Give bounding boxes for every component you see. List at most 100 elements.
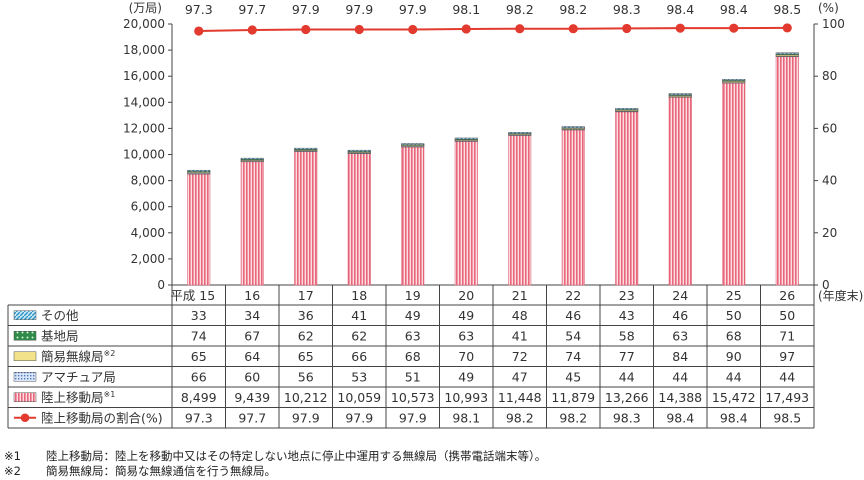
footnote-1: ※1 陸上移動局：陸上を移動中又はその特定しない地点に停止中運用する無線局（携帯電…	[4, 448, 546, 464]
table-cell: 72	[512, 349, 528, 364]
y-left-tick-label: 0	[157, 278, 165, 292]
table-cell: 50	[726, 308, 742, 323]
bar-segment	[187, 173, 211, 286]
table-cell: 44	[619, 369, 635, 384]
legend-label: その他	[41, 308, 79, 323]
share-line-label: 97.9	[399, 2, 427, 17]
table-cell: 13,266	[605, 390, 649, 405]
category-label: 20	[458, 288, 474, 303]
y-left-tick-label: 16,000	[123, 69, 165, 83]
bar-segment	[722, 82, 746, 286]
legend-swatch	[13, 351, 37, 361]
table-cell: 97.9	[399, 410, 427, 425]
legend-label: アマチュア局	[41, 369, 116, 384]
bar-segment	[454, 137, 478, 140]
category-label: 19	[405, 288, 421, 303]
table-cell: 90	[726, 349, 742, 364]
share-line-point	[675, 23, 685, 33]
table-cell: 74	[191, 328, 207, 343]
category-label: 23	[619, 288, 635, 303]
legend-label: 陸上移動局※1	[41, 390, 115, 405]
bar-segment	[401, 143, 425, 145]
table-cell: 97.7	[238, 410, 266, 425]
bar-segment	[347, 149, 371, 152]
table-cell: 97.9	[292, 410, 320, 425]
table-cell: 98.3	[613, 410, 641, 425]
share-line-label: 98.5	[773, 2, 801, 17]
table-cell: 9,439	[234, 390, 270, 405]
table-cell: 36	[298, 308, 314, 323]
legend-label: 基地局	[41, 328, 79, 343]
y-right-tick-label: 80	[822, 69, 837, 83]
share-line: 97.3 97.7 97.9 97.9 97.9 98.1 98.2 98.2 98.3 98.4…	[185, 2, 801, 36]
share-line-point	[622, 23, 632, 34]
table-cell: 17,493	[765, 390, 809, 405]
table-cell: 63	[672, 328, 688, 343]
table-cell: 65	[298, 349, 314, 364]
category-label: 平成 15	[170, 288, 215, 303]
share-line-label: 98.4	[666, 2, 694, 17]
table-cell: 46	[565, 308, 581, 323]
table-cell: 44	[726, 369, 742, 384]
share-line-label: 98.3	[613, 2, 641, 17]
share-line-label: 98.2	[559, 2, 587, 17]
category-label: 21	[512, 288, 528, 303]
table-cell: 49	[458, 369, 474, 384]
bar-segment	[615, 108, 639, 110]
table-cell: 11,448	[498, 390, 542, 405]
table-cell: 46	[672, 308, 688, 323]
legend-label: 簡易無線局※2	[41, 349, 115, 364]
table-cell: 71	[779, 328, 795, 343]
share-line-point	[568, 24, 578, 34]
table-cell: 66	[191, 369, 207, 384]
share-line-point	[408, 24, 418, 35]
bars	[187, 52, 799, 286]
y-left-unit: (万局)	[129, 1, 162, 15]
category-label: 18	[351, 288, 367, 303]
table-cell: 98.1	[452, 410, 480, 425]
table-cell: 10,993	[444, 390, 488, 405]
table-cell: 47	[512, 369, 528, 384]
bar-segment	[561, 129, 585, 286]
table-cell: 41	[351, 308, 367, 323]
table-cell: 74	[565, 349, 581, 364]
y-right-unit: (%)	[818, 1, 839, 15]
share-line-label: 98.2	[506, 2, 534, 17]
bar-segment	[775, 56, 799, 286]
table-cell: 68	[405, 349, 421, 364]
table-cell: 10,573	[391, 390, 435, 405]
table-cell: 54	[565, 328, 581, 343]
legend-swatch	[13, 331, 37, 341]
category-label: 25	[726, 288, 742, 303]
footnote-2: ※2 簡易無線局：簡易な無線通信を行う無線局。	[4, 463, 276, 479]
legend-note: ※1	[104, 390, 116, 399]
table-cell: 68	[726, 328, 742, 343]
table-cell: 44	[779, 369, 795, 384]
y-left-tick-label: 6,000	[131, 200, 165, 214]
bar-segment	[347, 153, 371, 286]
footnote-1-text: 陸上移動局：陸上を移動中又はその特定しない地点に停止中運用する無線局（携帯電話端…	[46, 449, 547, 463]
share-line-point	[301, 24, 311, 35]
bar-segment	[668, 96, 692, 286]
legend-swatch-point	[20, 413, 30, 423]
share-line-label: 97.9	[292, 2, 320, 17]
bar-segment	[401, 146, 425, 286]
table-cell: 63	[458, 328, 474, 343]
category-label: 26	[779, 288, 795, 303]
table-cell: 11,879	[551, 390, 595, 405]
share-line-point	[194, 26, 204, 36]
table-cell: 84	[672, 349, 688, 364]
axes: 0 2,000 4,000 6,000 8,000 10,000 12,000 14,000 1…	[123, 1, 845, 292]
table-cell: 10,212	[284, 390, 328, 405]
share-line-label: 97.7	[238, 2, 266, 17]
bar-segment	[508, 132, 532, 134]
legend-swatch	[13, 372, 37, 382]
table-cell: 70	[458, 349, 474, 364]
table-cell: 66	[351, 349, 367, 364]
bar-segment	[668, 93, 692, 95]
table-cell: 43	[619, 308, 635, 323]
category-label: 22	[565, 288, 581, 303]
footnote-2-text: 簡易無線局：簡易な無線通信を行う無線局。	[46, 464, 276, 478]
table-cell: 44	[672, 369, 688, 384]
y-left-tick-label: 4,000	[131, 226, 165, 240]
